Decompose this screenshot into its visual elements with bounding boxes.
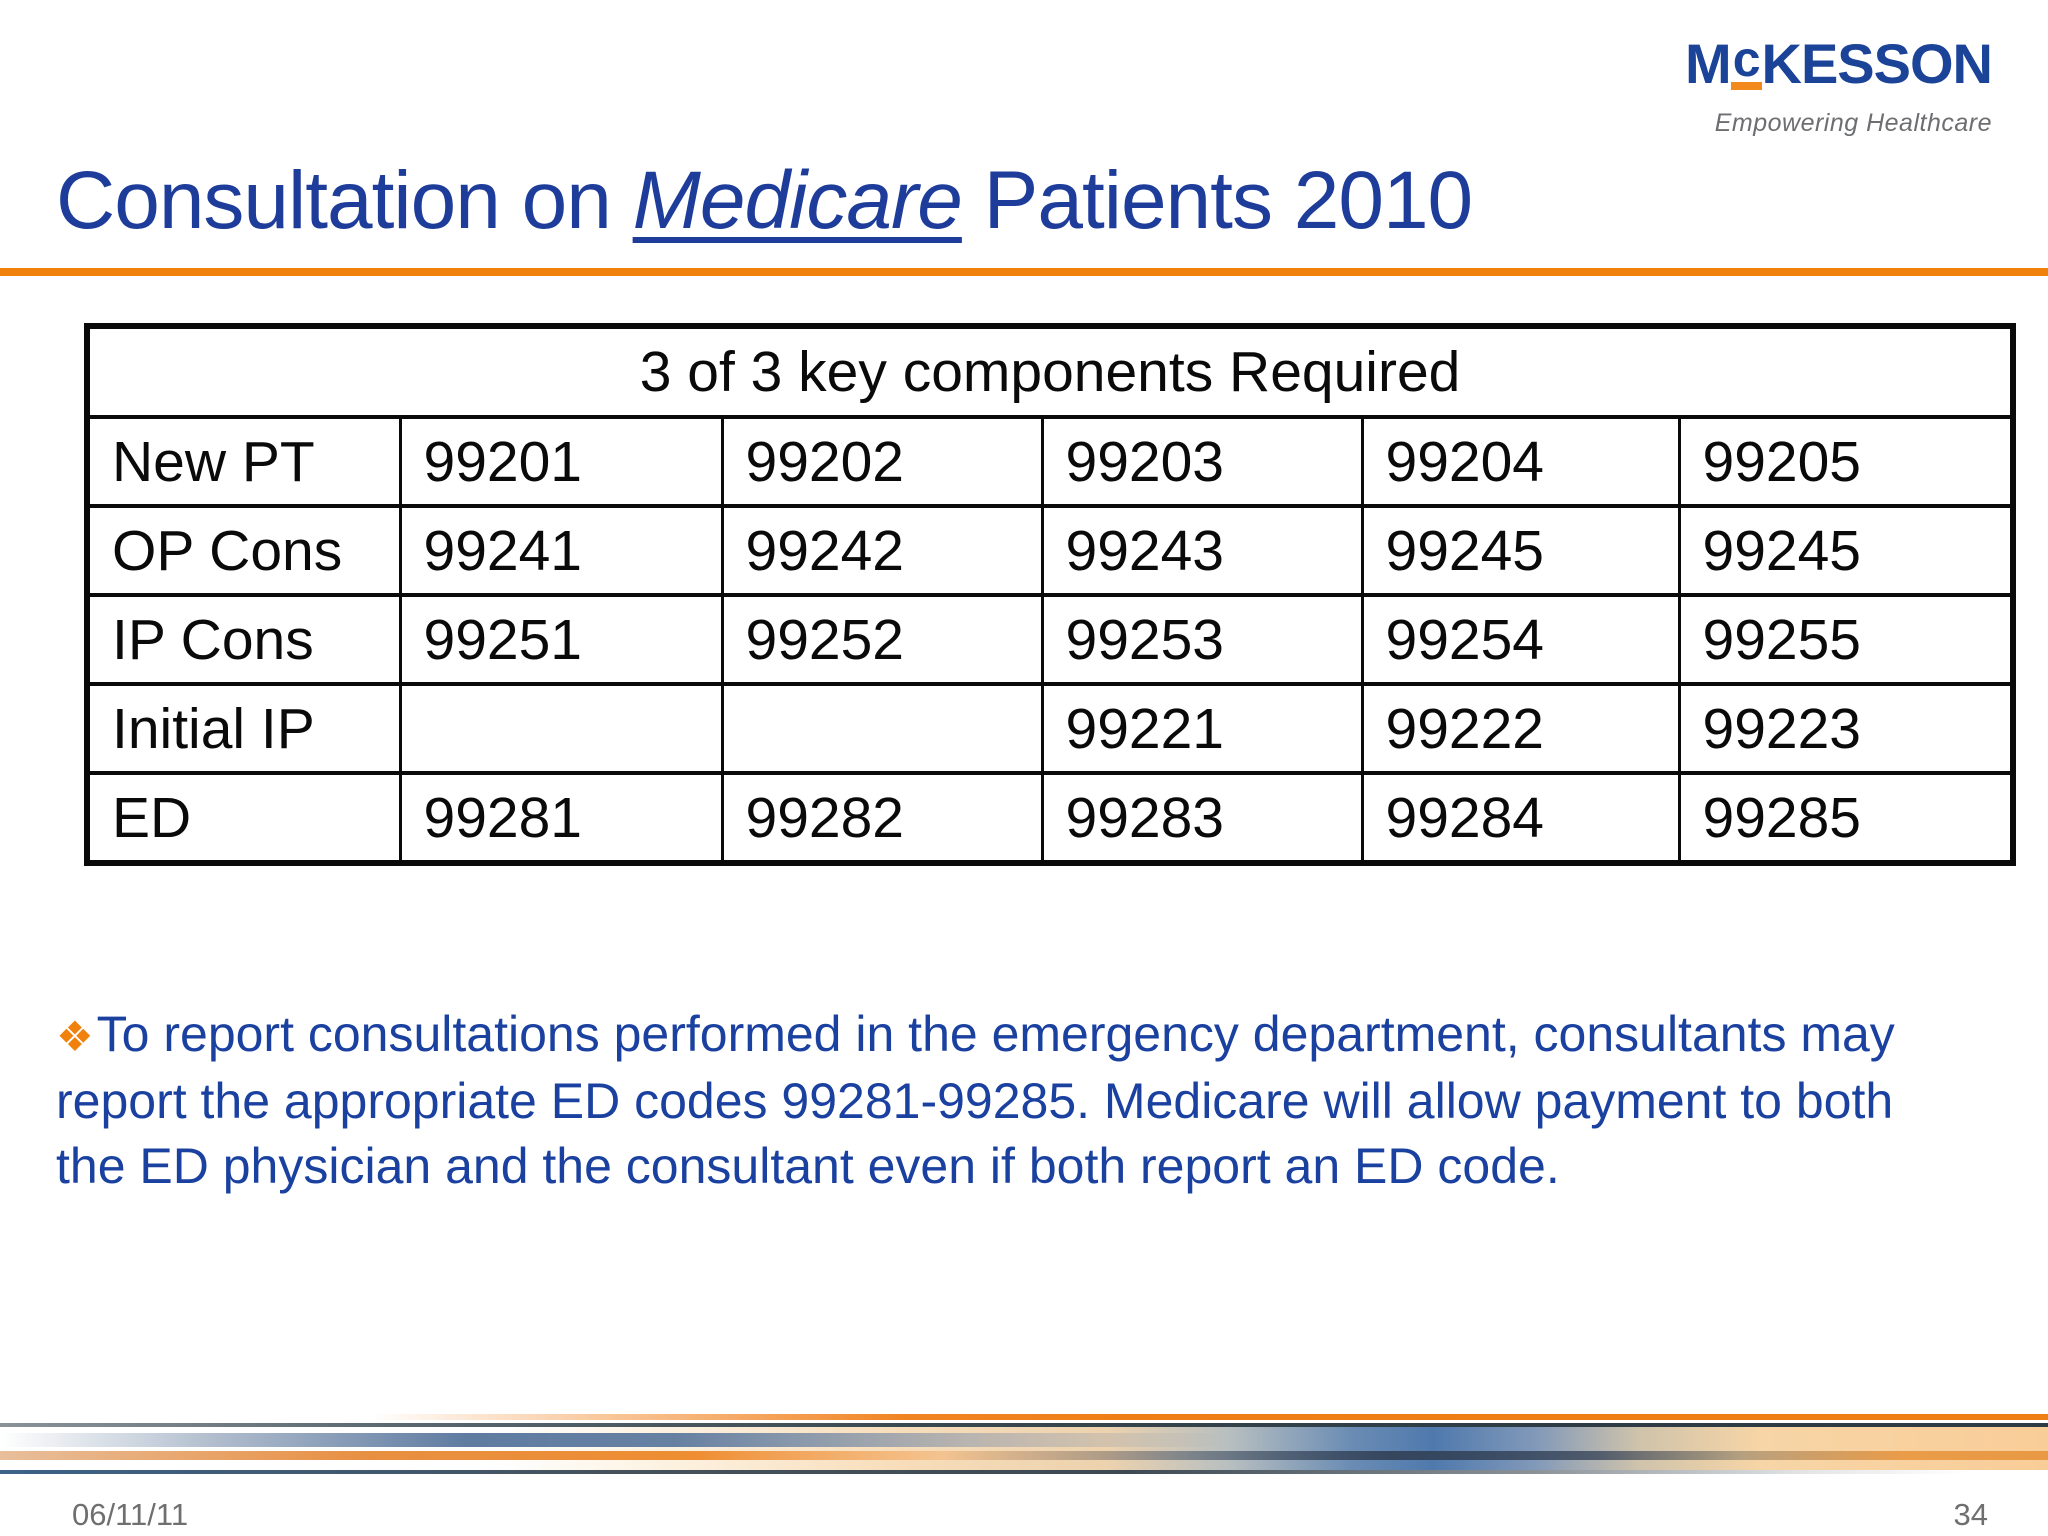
table-row: IP Cons 99251 99252 99253 99254 99255 xyxy=(85,593,2015,686)
code-cell: 99285 xyxy=(1677,771,2015,865)
row-label: IP Cons xyxy=(85,593,402,686)
code-cell: 99222 xyxy=(1360,682,1681,775)
row-label: New PT xyxy=(85,415,402,508)
footer-date: 06/11/11 xyxy=(72,1497,189,1532)
code-cell: 99221 xyxy=(1040,682,1364,775)
title-prefix: Consultation on xyxy=(56,155,633,246)
code-cell: 99253 xyxy=(1040,593,1364,686)
code-cell xyxy=(720,682,1044,775)
gradient-stripe-orange-top xyxy=(0,1414,2048,1420)
logo-tagline: Empowering Healthcare xyxy=(1714,109,1992,137)
code-cell: 99223 xyxy=(1677,682,2015,775)
title-suffix: Patients 2010 xyxy=(961,155,1474,246)
code-cell: 99251 xyxy=(398,593,724,686)
code-cell: 99201 xyxy=(398,415,724,508)
note-paragraph: ❖To report consultations performed in th… xyxy=(56,1002,1906,1199)
cpt-code-table: 3 of 3 key components Required New PT 992… xyxy=(84,323,2017,866)
note-text: To report consultations performed in the… xyxy=(56,1006,1895,1194)
code-cell: 99281 xyxy=(398,771,724,865)
code-cell: 99205 xyxy=(1677,415,2015,508)
table-row: ED 99281 99282 99283 99284 99285 xyxy=(85,771,2015,865)
logo-letters-rest: KESSON xyxy=(1761,32,1993,95)
code-cell: 99202 xyxy=(720,415,1044,508)
code-cell: 99242 xyxy=(720,504,1044,597)
code-cell: 99284 xyxy=(1360,771,1681,865)
row-label: OP Cons xyxy=(85,504,402,597)
title-medicare-emphasis: Medicare xyxy=(632,155,963,246)
code-table-body: New PT 99201 99202 99203 99204 99205 OP Cons 99… xyxy=(85,415,2015,865)
code-cell: 99283 xyxy=(1040,771,1364,865)
footer-page-number: 34 xyxy=(1953,1497,1988,1532)
code-cell: 99245 xyxy=(1360,504,1681,597)
page-title: Consultation on Medicare Patients 2010 xyxy=(56,154,1474,248)
code-cell: 99252 xyxy=(720,593,1044,686)
code-cell xyxy=(398,682,724,775)
code-cell: 99204 xyxy=(1360,415,1681,508)
gradient-blue-streak xyxy=(0,1433,1229,1447)
table-header-row: 3 of 3 key components Required xyxy=(85,324,2015,419)
table-header-cell: 3 of 3 key components Required xyxy=(85,324,2015,419)
code-cell: 99203 xyxy=(1040,415,1364,508)
gradient-stripe-dark-top xyxy=(0,1423,2048,1427)
table-row: New PT 99201 99202 99203 99204 99205 xyxy=(85,415,2015,508)
code-cell: 99255 xyxy=(1677,593,2015,686)
gradient-main-band xyxy=(0,1427,2048,1470)
row-label: ED xyxy=(85,771,402,865)
table-row: OP Cons 99241 99242 99243 99245 99245 xyxy=(85,504,2015,597)
code-cell: 99243 xyxy=(1040,504,1364,597)
diamond-bullet-icon: ❖ xyxy=(56,1013,94,1060)
table-row: Initial IP 99221 99222 99223 xyxy=(85,682,2015,775)
code-cell: 99282 xyxy=(720,771,1044,865)
code-cell: 99254 xyxy=(1360,593,1681,686)
gradient-stripe-dark-bottom xyxy=(0,1470,2048,1474)
gradient-orange-streak xyxy=(0,1451,2048,1460)
mckesson-logo-wordmark: McKESSON xyxy=(1685,34,1993,97)
row-label: Initial IP xyxy=(85,682,402,775)
decorative-gradient-bar xyxy=(0,1412,2048,1476)
title-underline-rule xyxy=(0,268,2048,276)
logo-letter-c-orange-underline: c xyxy=(1730,34,1762,90)
mckesson-logo: McKESSON Empowering Healthcare xyxy=(1685,34,1993,138)
code-cell: 99245 xyxy=(1677,504,2015,597)
logo-letter-m: M xyxy=(1685,32,1732,95)
code-cell: 99241 xyxy=(398,504,724,597)
